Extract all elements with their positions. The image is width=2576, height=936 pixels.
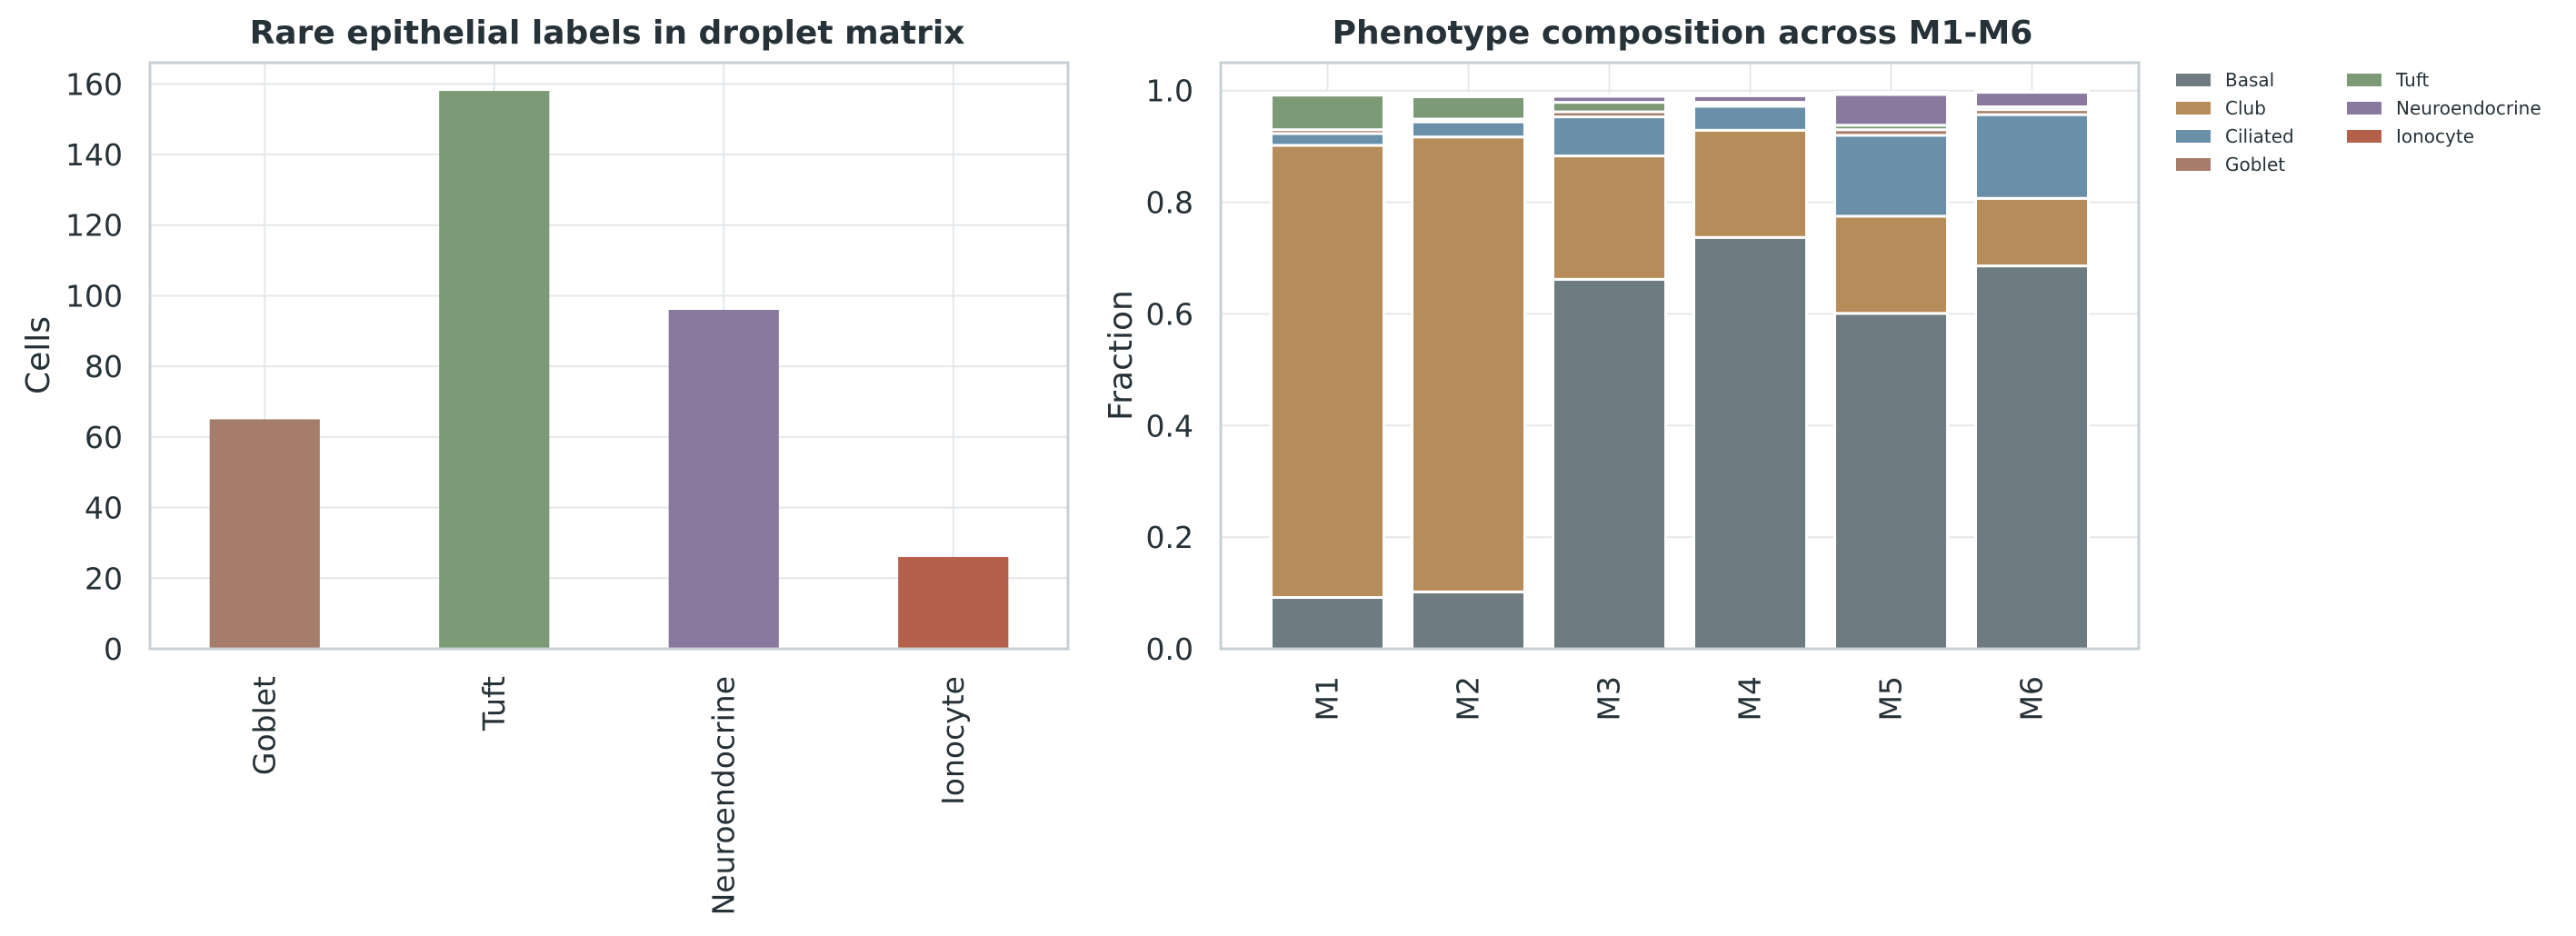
y-tick-label: 140 (65, 137, 123, 173)
legend-swatch-ciliated (2176, 130, 2211, 143)
legend-swatch-neuroendocrine (2347, 102, 2381, 115)
segment-m1-ionocyte (1270, 91, 1385, 95)
legend-swatch-goblet (2176, 158, 2211, 171)
segment-m5-club (1833, 214, 1949, 315)
chart-left-y-ticks: 0 20 40 60 80 100 120 140 160 (65, 66, 123, 667)
x-tick-label: M5 (1873, 676, 1909, 721)
y-tick-label: 0.0 (1146, 632, 1193, 667)
y-tick-label: 0.4 (1146, 408, 1193, 443)
chart-left-x-ticks: Goblet Tuft Neuroendocrine Ionocyte (246, 676, 971, 915)
chart-right: Phenotype composition across M1-M6 0.00.… (1103, 15, 2541, 721)
segment-m1-tuft (1270, 94, 1385, 132)
chart-right-bars (1270, 89, 2090, 651)
segment-m2-ionocyte (1411, 92, 1526, 96)
segment-m3-ionocyte (1552, 94, 1667, 98)
legend-swatch-club (2176, 102, 2211, 115)
legend-swatch-ionocyte (2347, 130, 2381, 143)
segment-m4-ciliated (1692, 105, 1808, 132)
segment-m2-basal (1411, 590, 1526, 651)
bar-goblet (209, 419, 320, 649)
chart-left: Rare epithelial labels in droplet matrix… (20, 15, 1070, 915)
segment-m2-ciliated (1411, 120, 1526, 139)
legend-label-club: Club (2225, 97, 2266, 119)
y-tick-label: 60 (85, 420, 123, 455)
x-tick-label: Neuroendocrine (705, 676, 741, 915)
legend-swatch-tuft (2347, 74, 2381, 86)
segment-m4-club (1692, 128, 1808, 239)
chart-right-x-ticks: M1 M2 M3 M4 M5 M6 (1310, 676, 2050, 721)
chart-left-title: Rare epithelial labels in droplet matrix (250, 15, 965, 52)
y-tick-label: 0.2 (1146, 520, 1193, 555)
x-tick-label: M4 (1732, 676, 1768, 721)
segment-m1-ciliated (1270, 132, 1385, 147)
segment-m3-tuft (1552, 101, 1667, 114)
legend-label-ionocyte: Ionocyte (2396, 125, 2474, 147)
chart-left-y-label: Cells (20, 316, 57, 394)
x-tick-label: Ionocyte (935, 676, 971, 805)
chart-right-title: Phenotype composition across M1-M6 (1333, 15, 2033, 52)
y-tick-label: 0 (104, 632, 123, 667)
x-tick-label: M2 (1451, 676, 1486, 721)
segment-m6-ionocyte (1974, 89, 2090, 95)
x-tick-label: M6 (2014, 676, 2050, 721)
y-tick-label: 0.8 (1146, 185, 1193, 221)
y-tick-label: 160 (65, 66, 123, 102)
bar-tuft (439, 91, 550, 649)
x-tick-label: Goblet (246, 676, 282, 775)
segment-m6-neuroendocrine (1974, 91, 2090, 109)
bar-neuroendocrine (668, 309, 779, 649)
chart-right-frame (1219, 61, 2141, 651)
legend-label-ciliated: Ciliated (2225, 125, 2294, 147)
y-tick-label: 120 (65, 208, 123, 244)
segment-m6-ciliated (1974, 113, 2090, 200)
y-tick-label: 0.6 (1146, 296, 1193, 332)
chart-right-y-label: Fraction (1103, 290, 1140, 421)
segment-m2-tuft (1411, 95, 1526, 121)
legend-label-tuft: Tuft (2395, 69, 2430, 91)
legend-label-basal: Basal (2225, 69, 2274, 91)
chart-left-bars (209, 91, 1009, 649)
y-tick-label: 80 (85, 349, 123, 384)
y-tick-label: 100 (65, 278, 123, 314)
segment-m6-club (1974, 196, 2090, 268)
segment-m5-basal (1833, 312, 1949, 651)
segment-m4-basal (1692, 235, 1808, 651)
bar-ionocyte (898, 556, 1009, 649)
legend-swatch-basal (2176, 74, 2211, 86)
legend-label-goblet: Goblet (2225, 154, 2285, 175)
y-tick-label: 20 (85, 561, 123, 596)
segment-m5-neuroendocrine (1833, 93, 1949, 127)
segment-m3-club (1552, 154, 1667, 281)
segment-m5-ionocyte (1833, 91, 1949, 96)
segment-m3-basal (1552, 277, 1667, 651)
x-tick-label: Tuft (476, 676, 512, 732)
segment-m1-basal (1270, 595, 1385, 651)
segment-m2-club (1411, 135, 1526, 593)
segment-m3-ciliated (1552, 115, 1667, 158)
y-tick-label: 1.0 (1146, 74, 1193, 109)
legend-label-neuroendocrine: Neuroendocrine (2396, 97, 2541, 119)
chart-left-frame (148, 61, 1070, 651)
segment-m6-basal (1974, 264, 2090, 651)
x-tick-label: M1 (1310, 676, 1345, 721)
segment-m1-club (1270, 144, 1385, 599)
segment-m5-ciliated (1833, 134, 1949, 218)
y-tick-label: 40 (85, 491, 123, 526)
segment-m4-ionocyte (1692, 94, 1808, 97)
chart-right-legend: Basal Club Ciliated Goblet Tuft Neuroendocrin… (2176, 69, 2541, 175)
chart-right-y-ticks: 0.0 0.2 0.4 0.6 0.8 1.0 (1146, 74, 1193, 667)
x-tick-label: M3 (1592, 676, 1627, 721)
